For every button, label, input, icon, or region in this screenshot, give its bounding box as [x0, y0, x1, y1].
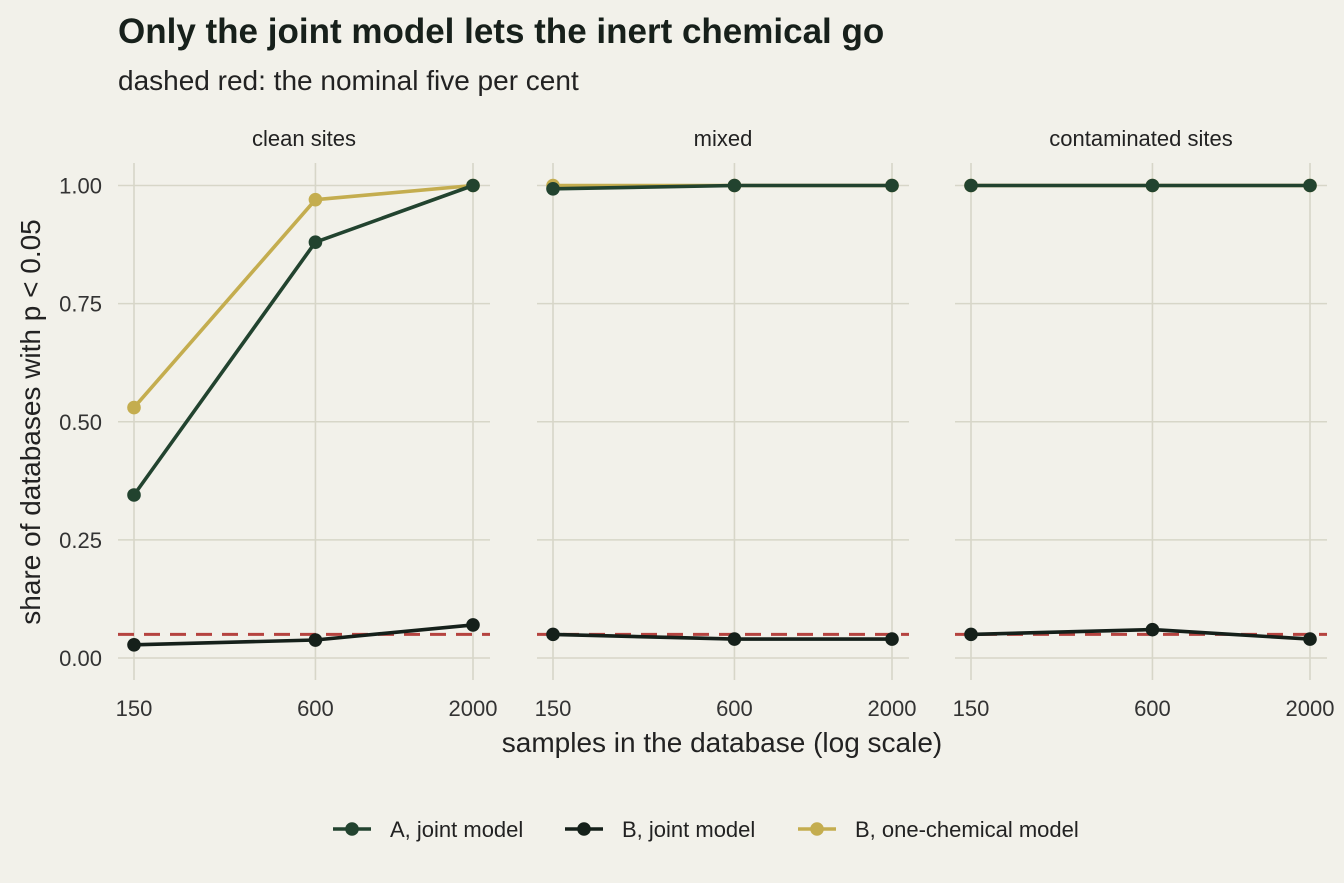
panels: clean sites 0.00 0.25 0.50 0.75 1.00 150 600 200…: [59, 126, 1334, 721]
chart-title: Only the joint model lets the inert chem…: [118, 12, 884, 51]
data-point: [727, 632, 742, 646]
data-point: [964, 178, 978, 193]
legend-label: A, joint model: [390, 817, 523, 842]
legend-item: B, one-chemical model: [798, 817, 1079, 842]
data-point: [308, 633, 323, 647]
data-point: [1303, 178, 1317, 193]
x-tick-label: 2000: [1286, 696, 1335, 721]
legend-key-point: [810, 822, 824, 836]
y-tick-label: 0.00: [59, 646, 102, 671]
data-point: [127, 400, 141, 415]
x-axis-title: samples in the database (log scale): [502, 727, 942, 758]
legend: A, joint model B, joint model B, one-chemi…: [333, 817, 1079, 842]
data-point: [466, 178, 480, 193]
series-line: [132, 183, 474, 497]
panel: mixed 150 600 2000: [535, 126, 917, 721]
data-point: [546, 182, 560, 196]
chart-subtitle: dashed red: the nominal five per cent: [118, 65, 579, 96]
data-point: [1145, 178, 1160, 193]
x-tick-label: 600: [716, 696, 753, 721]
data-point: [964, 627, 978, 642]
panel-strip-label: contaminated sites: [1049, 126, 1232, 151]
panel-strip-label: mixed: [694, 126, 753, 151]
x-tick-label: 150: [535, 696, 572, 721]
data-point: [466, 618, 480, 632]
legend-label: B, joint model: [622, 817, 755, 842]
panel-strip-label: clean sites: [252, 126, 356, 151]
panel: clean sites 0.00 0.25 0.50 0.75 1.00 150 600 200…: [59, 126, 497, 721]
legend-item: A, joint model: [333, 817, 523, 842]
panel: contaminated sites 150 600 2000: [953, 126, 1335, 721]
y-axis-title: share of databases with p < 0.05: [15, 219, 46, 625]
data-point: [546, 627, 560, 642]
legend-label: B, one-chemical model: [855, 817, 1079, 842]
data-point: [127, 637, 141, 652]
data-point: [127, 488, 141, 502]
legend-key-point: [577, 822, 591, 836]
x-tick-label: 2000: [449, 696, 498, 721]
y-tick-label: 0.50: [59, 410, 102, 435]
x-tick-label: 600: [297, 696, 334, 721]
legend-item: B, joint model: [565, 817, 755, 842]
data-point: [308, 235, 323, 249]
y-tick-label: 1.00: [59, 174, 102, 199]
x-tick-label: 2000: [868, 696, 917, 721]
data-point: [885, 178, 899, 193]
series-line: [132, 183, 474, 409]
data-point: [1145, 622, 1160, 637]
data-point: [727, 178, 742, 193]
legend-key-point: [345, 822, 359, 836]
x-tick-label: 150: [116, 696, 153, 721]
x-tick-label: 150: [953, 696, 990, 721]
data-point: [885, 632, 899, 646]
data-point: [1303, 632, 1317, 646]
y-tick-label: 0.75: [59, 292, 102, 317]
y-tick-label: 0.25: [59, 528, 102, 553]
x-tick-label: 600: [1134, 696, 1171, 721]
data-point: [308, 192, 323, 207]
